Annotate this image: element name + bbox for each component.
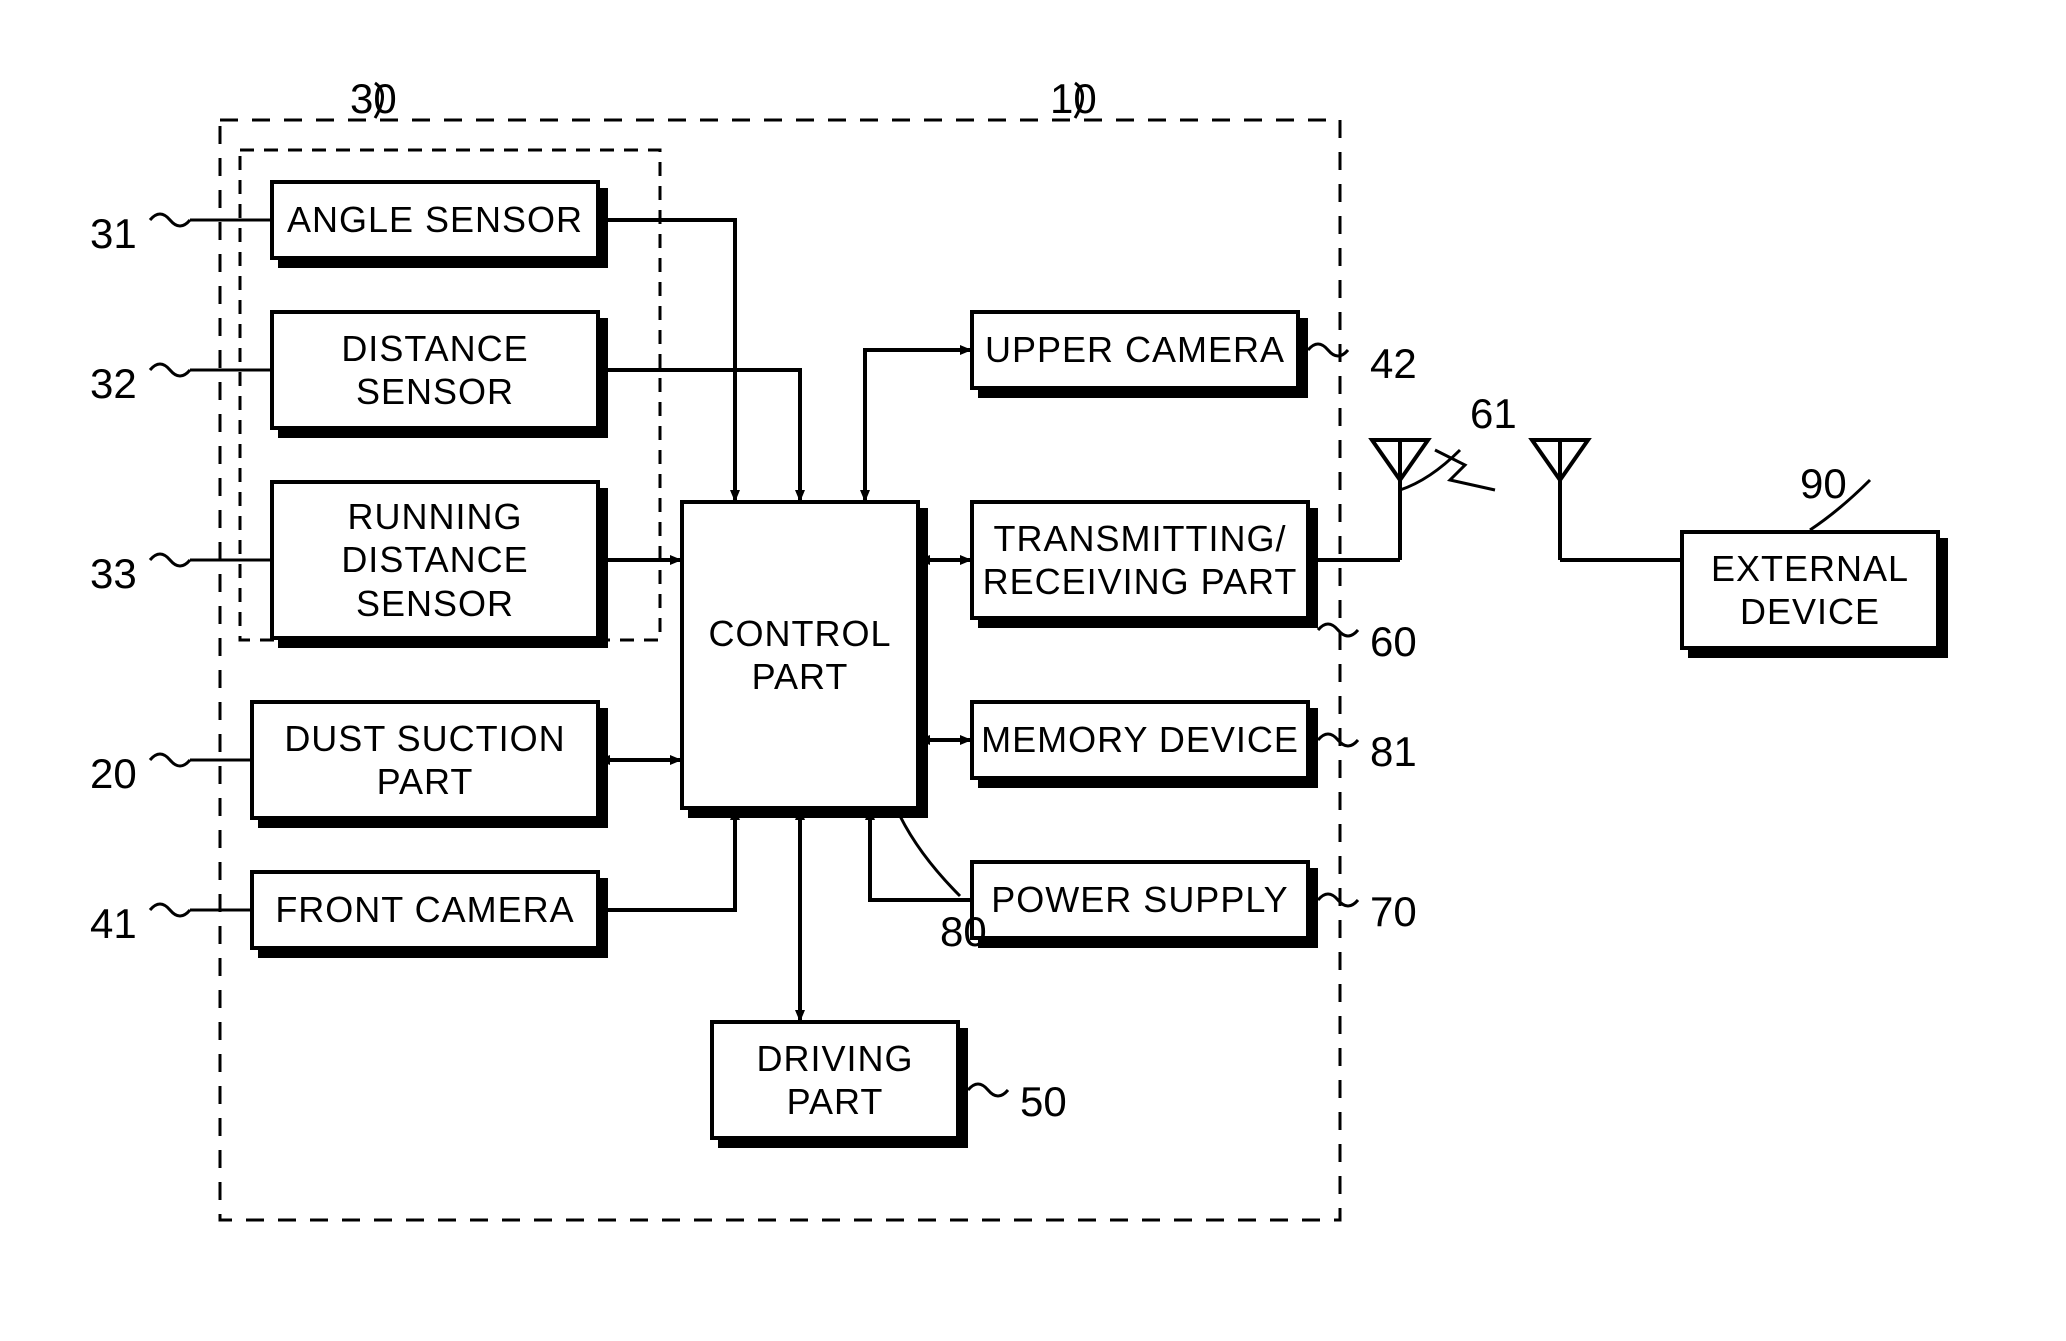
block-drivingPart: DRIVING PART [710, 1020, 960, 1140]
block-distanceSensor: DISTANCE SENSOR [270, 310, 600, 430]
ref-41: 41 [90, 900, 137, 948]
ref-70: 70 [1370, 888, 1417, 936]
ref-31: 31 [90, 210, 137, 258]
ref-42: 42 [1370, 340, 1417, 388]
block-upperCamera: UPPER CAMERA [970, 310, 1300, 390]
block-angleSensor: ANGLE SENSOR [270, 180, 600, 260]
block-power: POWER SUPPLY [970, 860, 1310, 940]
ref-50: 50 [1020, 1078, 1067, 1126]
ref-90: 90 [1800, 460, 1847, 508]
ref-33: 33 [90, 550, 137, 598]
ref-20: 20 [90, 750, 137, 798]
ref-61: 61 [1470, 390, 1517, 438]
block-frontCamera: FRONT CAMERA [250, 870, 600, 950]
ref-80: 80 [940, 908, 987, 956]
ref-60: 60 [1370, 618, 1417, 666]
block-txRx: TRANSMITTING/ RECEIVING PART [970, 500, 1310, 620]
block-memory: MEMORY DEVICE [970, 700, 1310, 780]
block-runningDist: RUNNING DISTANCE SENSOR [270, 480, 600, 640]
ref-32: 32 [90, 360, 137, 408]
block-external: EXTERNAL DEVICE [1680, 530, 1940, 650]
ref-10: 10 [1050, 75, 1097, 123]
diagram-stage: ANGLE SENSOR DISTANCE SENSOR RUNNING DISTA… [0, 0, 2066, 1341]
ref-30: 30 [350, 75, 397, 123]
block-dustSuction: DUST SUCTION PART [250, 700, 600, 820]
ref-81: 81 [1370, 728, 1417, 776]
block-controlPart: CONTROL PART [680, 500, 920, 810]
